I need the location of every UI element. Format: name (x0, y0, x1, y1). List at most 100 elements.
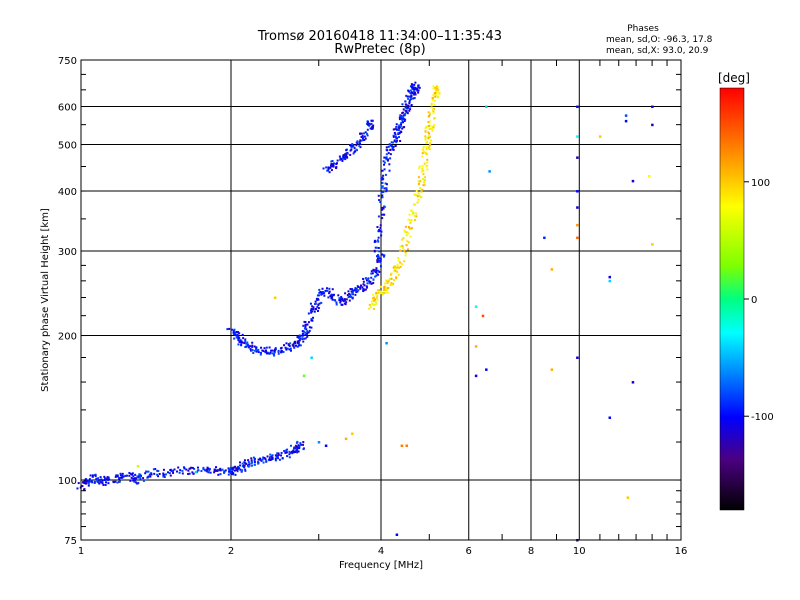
data-point (250, 457, 253, 460)
data-point (120, 476, 123, 479)
data-point (404, 103, 407, 106)
data-point (430, 103, 433, 106)
data-point (372, 281, 375, 284)
data-point (474, 305, 478, 308)
data-point (408, 101, 411, 104)
data-point (408, 109, 411, 112)
data-point (134, 481, 137, 484)
data-point (407, 232, 410, 235)
data-point (373, 299, 376, 302)
data-point (424, 135, 427, 138)
data-point (420, 190, 423, 193)
data-point (427, 137, 430, 140)
data-point (133, 477, 136, 480)
data-point (208, 467, 211, 470)
data-point (371, 127, 374, 130)
data-point (384, 292, 387, 295)
data-point (314, 300, 317, 303)
data-point (413, 97, 416, 100)
data-point (202, 468, 205, 471)
data-point (413, 93, 416, 96)
data-point (297, 341, 300, 344)
data-point (268, 346, 271, 349)
data-point (340, 295, 343, 298)
data-point (253, 349, 256, 352)
data-point (422, 184, 425, 187)
data-point (355, 144, 358, 147)
data-point (262, 456, 265, 459)
data-point (342, 156, 345, 159)
data-point (424, 136, 427, 139)
data-point (481, 314, 485, 318)
data-point (390, 277, 393, 280)
data-point (267, 352, 270, 355)
data-point (255, 346, 258, 349)
data-point (387, 158, 390, 161)
data-point (242, 464, 245, 467)
data-point (376, 239, 379, 242)
data-point (355, 291, 358, 294)
data-point (401, 127, 404, 130)
data-point (290, 444, 293, 447)
data-point (255, 347, 258, 350)
data-point (364, 137, 367, 140)
data-point (395, 123, 398, 126)
data-point (369, 127, 372, 130)
data-point (296, 447, 299, 450)
data-point (241, 341, 244, 344)
data-point (375, 267, 378, 270)
data-point (327, 168, 330, 171)
data-point (322, 167, 325, 170)
data-point (274, 454, 277, 457)
data-point (355, 141, 358, 144)
data-point (372, 125, 375, 128)
data-point (349, 288, 352, 291)
scattered-points (136, 105, 654, 542)
data-point (407, 218, 410, 221)
data-point (311, 305, 314, 308)
data-point (344, 303, 347, 306)
data-point (374, 275, 377, 278)
data-point (379, 260, 382, 263)
data-point (397, 257, 400, 260)
data-point (429, 142, 432, 145)
data-point (236, 468, 239, 471)
data-point (250, 462, 253, 465)
data-point (330, 293, 333, 296)
data-point (100, 478, 103, 481)
data-point (346, 156, 349, 159)
data-point (364, 131, 367, 134)
data-point (240, 343, 243, 346)
data-point (94, 474, 97, 477)
data-point (431, 129, 434, 132)
data-point (197, 469, 200, 472)
data-point (384, 282, 387, 285)
data-point (307, 331, 310, 334)
data-point (386, 291, 389, 294)
data-point (370, 276, 373, 279)
data-point (433, 99, 436, 102)
data-point (388, 143, 391, 146)
data-point (357, 289, 360, 292)
data-point (385, 341, 388, 345)
data-point (324, 444, 328, 448)
data-point (395, 141, 398, 144)
colorbar-tick-label: -100 (751, 412, 774, 423)
data-point (237, 337, 240, 340)
data-point (259, 351, 262, 354)
data-point (405, 244, 408, 247)
data-point (375, 292, 378, 295)
data-point (392, 128, 395, 131)
data-point (302, 324, 305, 327)
data-point (200, 470, 203, 473)
data-point (422, 146, 425, 149)
data-point (236, 470, 239, 473)
data-point (285, 348, 288, 351)
data-point (351, 290, 354, 293)
data-point (269, 453, 272, 456)
data-point (409, 85, 412, 88)
data-point (608, 279, 612, 283)
data-point (427, 131, 430, 134)
data-point (271, 454, 274, 457)
data-point (372, 308, 375, 311)
